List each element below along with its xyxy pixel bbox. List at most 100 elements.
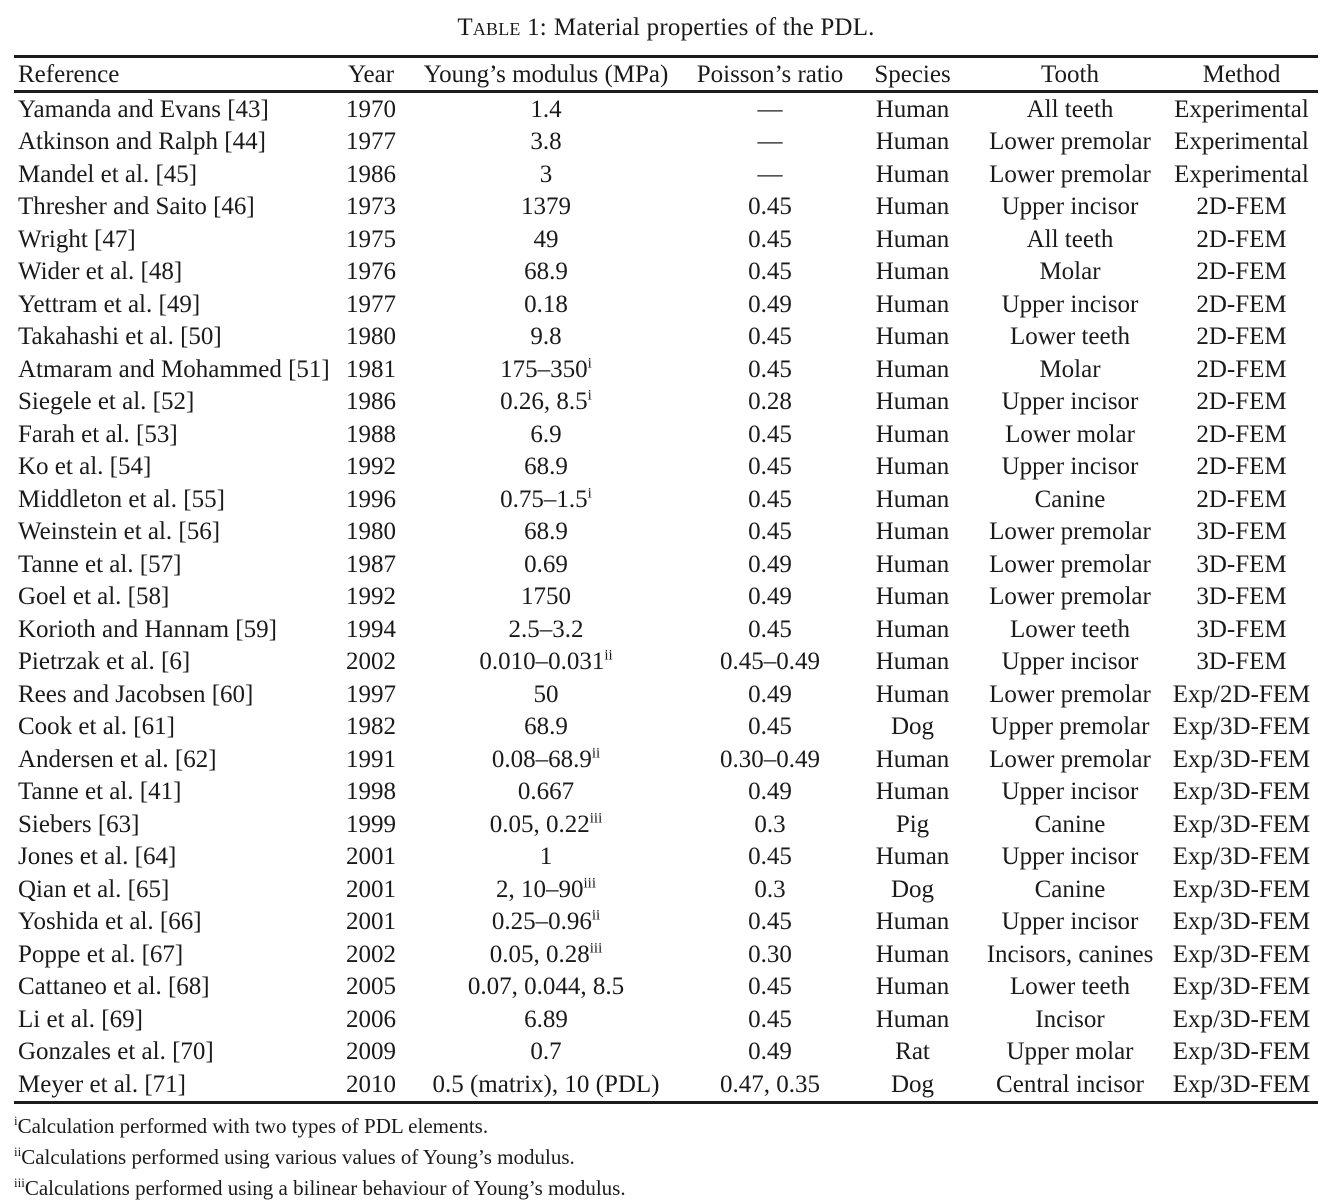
cell-poissons-ratio: 0.45 bbox=[748, 518, 792, 546]
cell-youngs-modulus: 0.18 bbox=[524, 290, 568, 318]
table-row: Yettram et al. [49] 1977 0.18 0.49 Human… bbox=[14, 288, 1318, 321]
cell-youngs-modulus: 0.26, 8.5i bbox=[500, 387, 592, 416]
table-row: Tanne et al. [57] 1987 0.69 0.49 Human L… bbox=[14, 548, 1318, 581]
cell-species: Human bbox=[875, 908, 950, 936]
cell-reference: Takahashi et al. [50] bbox=[18, 323, 222, 351]
table-row: Li et al. [69] 2006 6.89 0.45 Human Inci… bbox=[14, 1003, 1318, 1036]
cell-species: Human bbox=[875, 615, 950, 643]
cell-method: 3D-FEM bbox=[1196, 615, 1287, 643]
cell-species: Human bbox=[875, 128, 950, 156]
cell-youngs-modulus: 9.8 bbox=[530, 323, 562, 351]
cell-method: Exp/3D-FEM bbox=[1172, 940, 1311, 968]
table-row: Middleton et al. [55] 1996 0.75–1.5i 0.4… bbox=[14, 483, 1318, 516]
footnote: iCalculation performed with two types of… bbox=[14, 1111, 1318, 1142]
cell-species: Dog bbox=[890, 875, 935, 903]
cell-youngs-modulus: 0.25–0.96ii bbox=[491, 907, 601, 936]
table-row: Tanne et al. [41] 1998 0.667 0.49 Human … bbox=[14, 776, 1318, 809]
cell-species: Human bbox=[875, 453, 950, 481]
table-row: Rees and Jacobsen [60] 1997 50 0.49 Huma… bbox=[14, 678, 1318, 711]
table-row: Jones et al. [64] 2001 1 0.45 Human Uppe… bbox=[14, 841, 1318, 874]
cell-youngs-modulus: 0.05, 0.22iii bbox=[489, 810, 603, 838]
cell-youngs-modulus: 0.05, 0.28iii bbox=[489, 940, 603, 968]
cell-reference: Pietrzak et al. [6] bbox=[18, 648, 191, 676]
footnote-marker-superscript: iii bbox=[589, 810, 603, 827]
cell-year: 1991 bbox=[346, 745, 396, 773]
cell-method: 3D-FEM bbox=[1196, 648, 1287, 676]
cell-method: Exp/3D-FEM bbox=[1172, 843, 1311, 871]
cell-poissons-ratio: 0.45 bbox=[748, 355, 792, 383]
cell-species: Human bbox=[875, 550, 950, 578]
table-row: Atmaram and Mohammed [51] 1981 175–350i … bbox=[14, 353, 1318, 386]
cell-youngs-modulus: 68.9 bbox=[524, 518, 568, 546]
table-row: Gonzales et al. [70] 2009 0.7 0.49 Rat U… bbox=[14, 1036, 1318, 1069]
table-row: Siegele et al. [52] 1986 0.26, 8.5i 0.28… bbox=[14, 386, 1318, 419]
cell-tooth: Incisors, canines bbox=[986, 940, 1154, 968]
cell-year: 1977 bbox=[346, 128, 396, 156]
cell-reference: Atmaram and Mohammed [51] bbox=[18, 355, 330, 383]
cell-tooth: Lower molar bbox=[1005, 420, 1135, 448]
cell-poissons-ratio: 0.45 bbox=[748, 1005, 792, 1033]
table-row: Goel et al. [58] 1992 1750 0.49 Human Lo… bbox=[14, 581, 1318, 614]
cell-year: 2001 bbox=[346, 843, 396, 871]
table-row: Ko et al. [54] 1992 68.9 0.45 Human Uppe… bbox=[14, 451, 1318, 484]
cell-method: Experimental bbox=[1174, 160, 1309, 188]
cell-reference: Yamanda and Evans [43] bbox=[18, 95, 269, 123]
cell-year: 1982 bbox=[346, 713, 396, 741]
cell-year: 1992 bbox=[346, 453, 396, 481]
table-caption-label: Table 1: bbox=[457, 13, 547, 41]
cell-poissons-ratio: 0.49 bbox=[748, 1038, 792, 1066]
cell-method: Exp/3D-FEM bbox=[1172, 810, 1311, 838]
cell-poissons-ratio: — bbox=[757, 128, 783, 156]
cell-method: Exp/3D-FEM bbox=[1172, 908, 1311, 936]
column-header-tooth: Tooth bbox=[1041, 60, 1099, 88]
cell-year: 2001 bbox=[346, 875, 396, 903]
cell-species: Human bbox=[875, 940, 950, 968]
cell-youngs-modulus: 0.08–68.9ii bbox=[491, 745, 601, 773]
footnote: iiiCalculations performed using a biline… bbox=[14, 1173, 1318, 1204]
footnote-marker-superscript: iii bbox=[589, 940, 603, 957]
cell-tooth: Upper incisor bbox=[1001, 778, 1139, 806]
cell-tooth: Incisor bbox=[1035, 1005, 1105, 1033]
cell-year: 1997 bbox=[346, 680, 396, 708]
cell-tooth: Upper incisor bbox=[1001, 453, 1139, 481]
table-row: Mandel et al. [45] 1986 3 — Human Lower … bbox=[14, 158, 1318, 191]
material-properties-table: Reference Year Young’s modulus (MPa) Poi… bbox=[14, 55, 1318, 1104]
cell-youngs-modulus: 175–350i bbox=[500, 355, 592, 383]
cell-tooth: Upper premolar bbox=[990, 713, 1150, 741]
cell-method: Exp/3D-FEM bbox=[1172, 875, 1311, 903]
cell-poissons-ratio: 0.49 bbox=[748, 778, 792, 806]
cell-year: 2009 bbox=[346, 1038, 396, 1066]
cell-youngs-modulus: 68.9 bbox=[524, 258, 568, 286]
cell-tooth: Lower premolar bbox=[989, 680, 1151, 708]
cell-tooth: Upper incisor bbox=[1001, 908, 1139, 936]
cell-poissons-ratio: 0.45 bbox=[748, 713, 792, 741]
cell-youngs-modulus: 6.9 bbox=[530, 420, 562, 448]
cell-year: 1977 bbox=[346, 290, 396, 318]
cell-poissons-ratio: 0.45 bbox=[748, 420, 792, 448]
cell-species: Dog bbox=[890, 1070, 935, 1098]
cell-method: 2D-FEM bbox=[1196, 420, 1287, 448]
cell-youngs-modulus: 0.69 bbox=[524, 550, 568, 578]
cell-year: 1986 bbox=[346, 160, 396, 188]
cell-tooth: Lower teeth bbox=[1009, 973, 1131, 1001]
cell-youngs-modulus: 3.8 bbox=[530, 128, 562, 156]
cell-year: 1999 bbox=[346, 810, 396, 838]
cell-reference: Thresher and Saito [46] bbox=[18, 193, 255, 221]
cell-poissons-ratio: 0.45 bbox=[748, 843, 792, 871]
cell-poissons-ratio: 0.3 bbox=[754, 810, 786, 838]
cell-tooth: Lower premolar bbox=[989, 583, 1151, 611]
cell-species: Human bbox=[875, 745, 950, 773]
cell-year: 1975 bbox=[346, 225, 396, 253]
cell-tooth: Lower premolar bbox=[989, 518, 1151, 546]
cell-method: 2D-FEM bbox=[1196, 323, 1287, 351]
cell-method: 2D-FEM bbox=[1196, 290, 1287, 318]
cell-reference: Poppe et al. [67] bbox=[18, 940, 184, 968]
cell-youngs-modulus: 0.667 bbox=[517, 778, 575, 806]
table-row: Yamanda and Evans [43] 1970 1.4 — Human … bbox=[14, 93, 1318, 126]
cell-species: Human bbox=[875, 290, 950, 318]
cell-youngs-modulus: 0.010–0.031ii bbox=[479, 647, 613, 676]
cell-reference: Korioth and Hannam [59] bbox=[18, 615, 277, 643]
cell-youngs-modulus: 68.9 bbox=[524, 713, 568, 741]
cell-tooth: Canine bbox=[1034, 875, 1106, 903]
footnote-text: Calculations performed using a bilinear … bbox=[24, 1175, 626, 1200]
